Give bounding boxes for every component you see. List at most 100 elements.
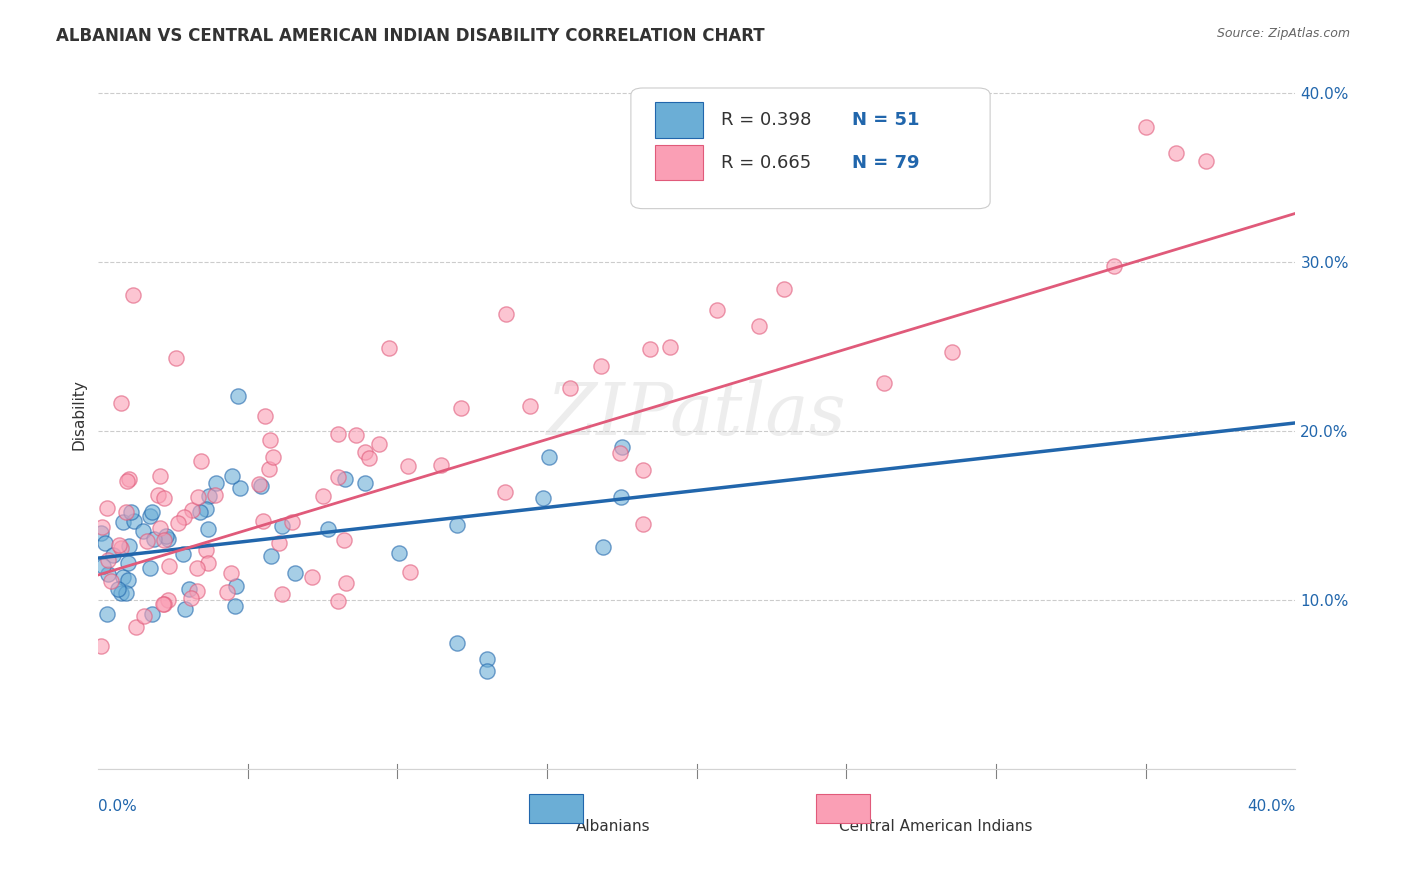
Point: [180, 591, 202, 605]
Point: [186, 584, 208, 599]
Point: [609, 446, 631, 460]
Point: [224, 599, 246, 613]
Point: [190, 454, 212, 468]
Point: [873, 376, 896, 390]
Point: [96, 607, 118, 621]
Bar: [817, 794, 870, 822]
Point: [112, 570, 135, 584]
Point: [117, 472, 139, 486]
Point: [228, 481, 250, 495]
Y-axis label: Disability: Disability: [72, 379, 86, 450]
Point: [531, 491, 554, 505]
Point: [368, 437, 391, 451]
Point: [430, 458, 453, 472]
Point: [941, 345, 963, 359]
Point: [117, 540, 139, 554]
Text: N = 51: N = 51: [852, 111, 920, 129]
Text: Albanians: Albanians: [575, 819, 650, 834]
Point: [97, 566, 120, 581]
Point: [301, 570, 323, 584]
Point: [96, 500, 118, 515]
Text: N = 79: N = 79: [852, 153, 920, 171]
Point: [225, 579, 247, 593]
Text: Source: ZipAtlas.com: Source: ZipAtlas.com: [1216, 27, 1350, 40]
Point: [153, 491, 176, 505]
Point: [446, 518, 468, 533]
Point: [136, 533, 159, 548]
Point: [333, 533, 356, 547]
Point: [117, 573, 139, 587]
Point: [335, 472, 357, 486]
Text: ALBANIAN VS CENTRAL AMERICAN INDIAN DISABILITY CORRELATION CHART: ALBANIAN VS CENTRAL AMERICAN INDIAN DISA…: [56, 27, 765, 45]
Point: [195, 502, 218, 516]
Point: [612, 440, 634, 454]
Point: [328, 470, 350, 484]
Point: [659, 340, 682, 354]
Point: [117, 556, 139, 570]
Point: [519, 400, 541, 414]
Text: 0.0%: 0.0%: [98, 799, 136, 814]
Bar: [655, 103, 703, 137]
Point: [190, 505, 212, 519]
Text: 40.0%: 40.0%: [1247, 799, 1295, 814]
Point: [153, 533, 176, 548]
Point: [271, 519, 294, 533]
Point: [284, 566, 307, 580]
Text: Central American Indians: Central American Indians: [839, 819, 1033, 834]
Point: [108, 538, 131, 552]
Point: [221, 566, 243, 581]
Point: [450, 401, 472, 415]
Point: [115, 505, 138, 519]
Point: [198, 489, 221, 503]
Point: [157, 532, 180, 546]
Point: [115, 474, 138, 488]
Point: [378, 341, 401, 355]
Point: [359, 451, 381, 466]
Point: [141, 505, 163, 519]
Point: [110, 541, 132, 555]
Point: [354, 475, 377, 490]
Point: [187, 490, 209, 504]
Point: [589, 359, 612, 374]
Bar: [655, 145, 703, 180]
Point: [205, 476, 228, 491]
Point: [217, 585, 239, 599]
Point: [631, 516, 654, 531]
Point: [97, 552, 120, 566]
FancyBboxPatch shape: [631, 88, 990, 209]
Point: [259, 433, 281, 447]
Text: R = 0.665: R = 0.665: [721, 153, 811, 171]
Point: [90, 639, 112, 653]
Point: [159, 558, 181, 573]
Point: [247, 477, 270, 491]
Point: [257, 462, 280, 476]
Point: [226, 389, 249, 403]
Point: [138, 561, 160, 575]
Point: [335, 575, 357, 590]
Point: [120, 505, 142, 519]
Point: [156, 593, 179, 607]
Point: [172, 547, 194, 561]
Point: [122, 288, 145, 302]
Point: [195, 542, 218, 557]
Point: [142, 533, 165, 547]
Point: [640, 342, 662, 356]
Point: [396, 458, 419, 473]
Point: [326, 427, 349, 442]
Point: [122, 514, 145, 528]
Point: [316, 522, 339, 536]
Point: [155, 529, 177, 543]
Point: [495, 307, 517, 321]
Point: [165, 351, 187, 366]
Point: [110, 586, 132, 600]
Point: [124, 620, 146, 634]
Point: [94, 536, 117, 550]
Point: [100, 574, 122, 588]
Point: [197, 522, 219, 536]
Point: [90, 526, 112, 541]
Point: [152, 597, 174, 611]
Point: [262, 450, 284, 464]
Point: [1104, 259, 1126, 273]
Point: [592, 540, 614, 554]
Point: [312, 489, 335, 503]
